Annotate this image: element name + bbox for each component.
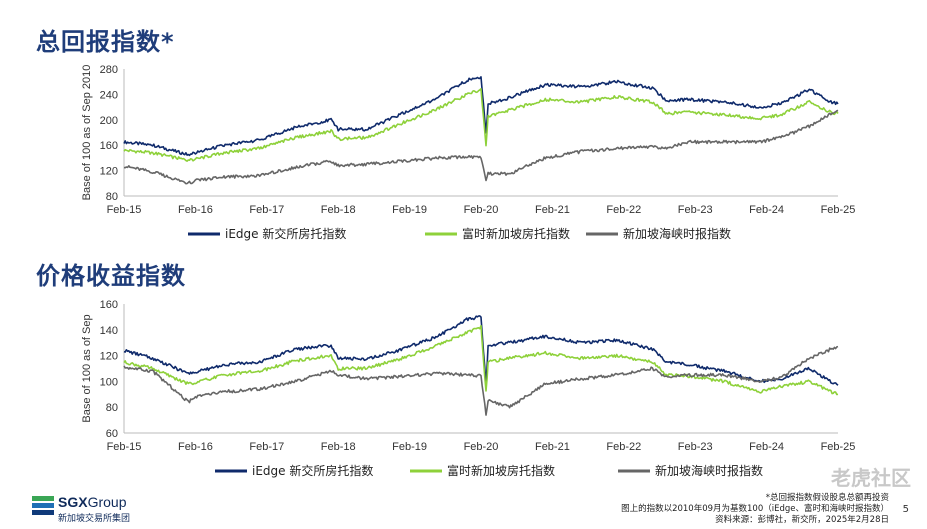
footnote-source: 资料来源：彭博社，新交所，2025年2月28日 — [715, 515, 889, 525]
y-tick-label: 100 — [100, 376, 118, 388]
y-tick-label: 240 — [100, 89, 118, 101]
y-tick-label: 80 — [106, 402, 118, 414]
legend-label-1: 富时新加坡房托指数 — [462, 226, 570, 241]
x-tick-label: Feb-17 — [249, 204, 284, 216]
y-tick-label: 280 — [100, 64, 118, 76]
legend-label-2: 新加坡海峡时报指数 — [655, 463, 763, 478]
y-tick-label: 200 — [100, 115, 118, 127]
legend-label-0: iEdge 新交所房托指数 — [225, 226, 346, 241]
x-tick-label: Feb-23 — [678, 204, 713, 216]
y-tick-label: 140 — [100, 325, 118, 337]
x-tick-label: Feb-18 — [321, 204, 356, 216]
watermark: 老虎社区 — [831, 466, 911, 490]
y-tick-label: 160 — [100, 140, 118, 152]
page-title-price-return: 价格收益指数 — [36, 262, 186, 290]
sgx-logo: SGXGroup 新加坡交易所集团 — [32, 494, 152, 524]
x-tick-label: Feb-16 — [178, 441, 213, 453]
legend-label-1: 富时新加坡房托指数 — [447, 463, 555, 478]
x-tick-label: Feb-24 — [749, 441, 784, 453]
legend-label-0: iEdge 新交所房托指数 — [252, 463, 373, 478]
x-tick-label: Feb-16 — [178, 204, 213, 216]
y-axis-label: Base of 100 as of Sep — [81, 314, 93, 422]
logo-subtitle: 新加坡交易所集团 — [58, 514, 131, 524]
total-return-chart: 80 120 160 200 240 280 Feb-15 Feb-16 Feb-17 Feb-1… — [81, 64, 856, 241]
footnote-dividend: *总回报指数假设股息总额再投资 — [765, 493, 889, 503]
series-line-0 — [123, 76, 839, 157]
x-tick-label: Feb-25 — [821, 441, 856, 453]
x-tick-label: Feb-20 — [464, 441, 499, 453]
series-line-1 — [123, 87, 839, 162]
x-tick-label: Feb-23 — [678, 441, 713, 453]
x-tick-label: Feb-25 — [821, 204, 856, 216]
x-tick-label: Feb-15 — [107, 204, 142, 216]
price-return-chart: 60 80 100 120 140 160 Feb-15 Feb-16 Feb-17 Feb-18… — [81, 299, 856, 478]
y-tick-label: 80 — [106, 191, 118, 203]
x-tick-label: Feb-22 — [606, 441, 641, 453]
x-tick-label: Feb-15 — [107, 441, 142, 453]
y-tick-label: 60 — [106, 428, 118, 440]
legend-label-2: 新加坡海峡时报指数 — [623, 226, 731, 241]
x-tick-label: Feb-17 — [249, 441, 284, 453]
x-tick-label: Feb-21 — [535, 441, 570, 453]
x-tick-label: Feb-24 — [749, 204, 784, 216]
x-tick-label: Feb-22 — [606, 204, 641, 216]
x-tick-label: Feb-18 — [321, 441, 356, 453]
y-tick-label: 120 — [100, 351, 118, 363]
x-tick-label: Feb-20 — [464, 204, 499, 216]
page-number: 5 — [902, 504, 909, 515]
logo-name: SGXGroup — [58, 494, 127, 510]
x-tick-label: Feb-21 — [535, 204, 570, 216]
x-tick-label: Feb-19 — [392, 441, 427, 453]
footnote-base: 图上的指数以2010年09月为基数100（iEdge、富时和海峡时报指数） — [621, 504, 889, 514]
page-title-total-return: 总回报指数* — [36, 28, 175, 56]
y-tick-label: 160 — [100, 299, 118, 311]
series-line-2 — [123, 109, 839, 185]
series-line-0 — [123, 315, 839, 386]
x-tick-label: Feb-19 — [392, 204, 427, 216]
sgx-logo-icon — [32, 496, 54, 520]
y-axis-label: Base of 100 as of Sep 2010 — [81, 65, 93, 201]
series-line-2 — [123, 345, 839, 416]
series-line-1 — [123, 324, 839, 396]
y-tick-label: 120 — [100, 166, 118, 178]
